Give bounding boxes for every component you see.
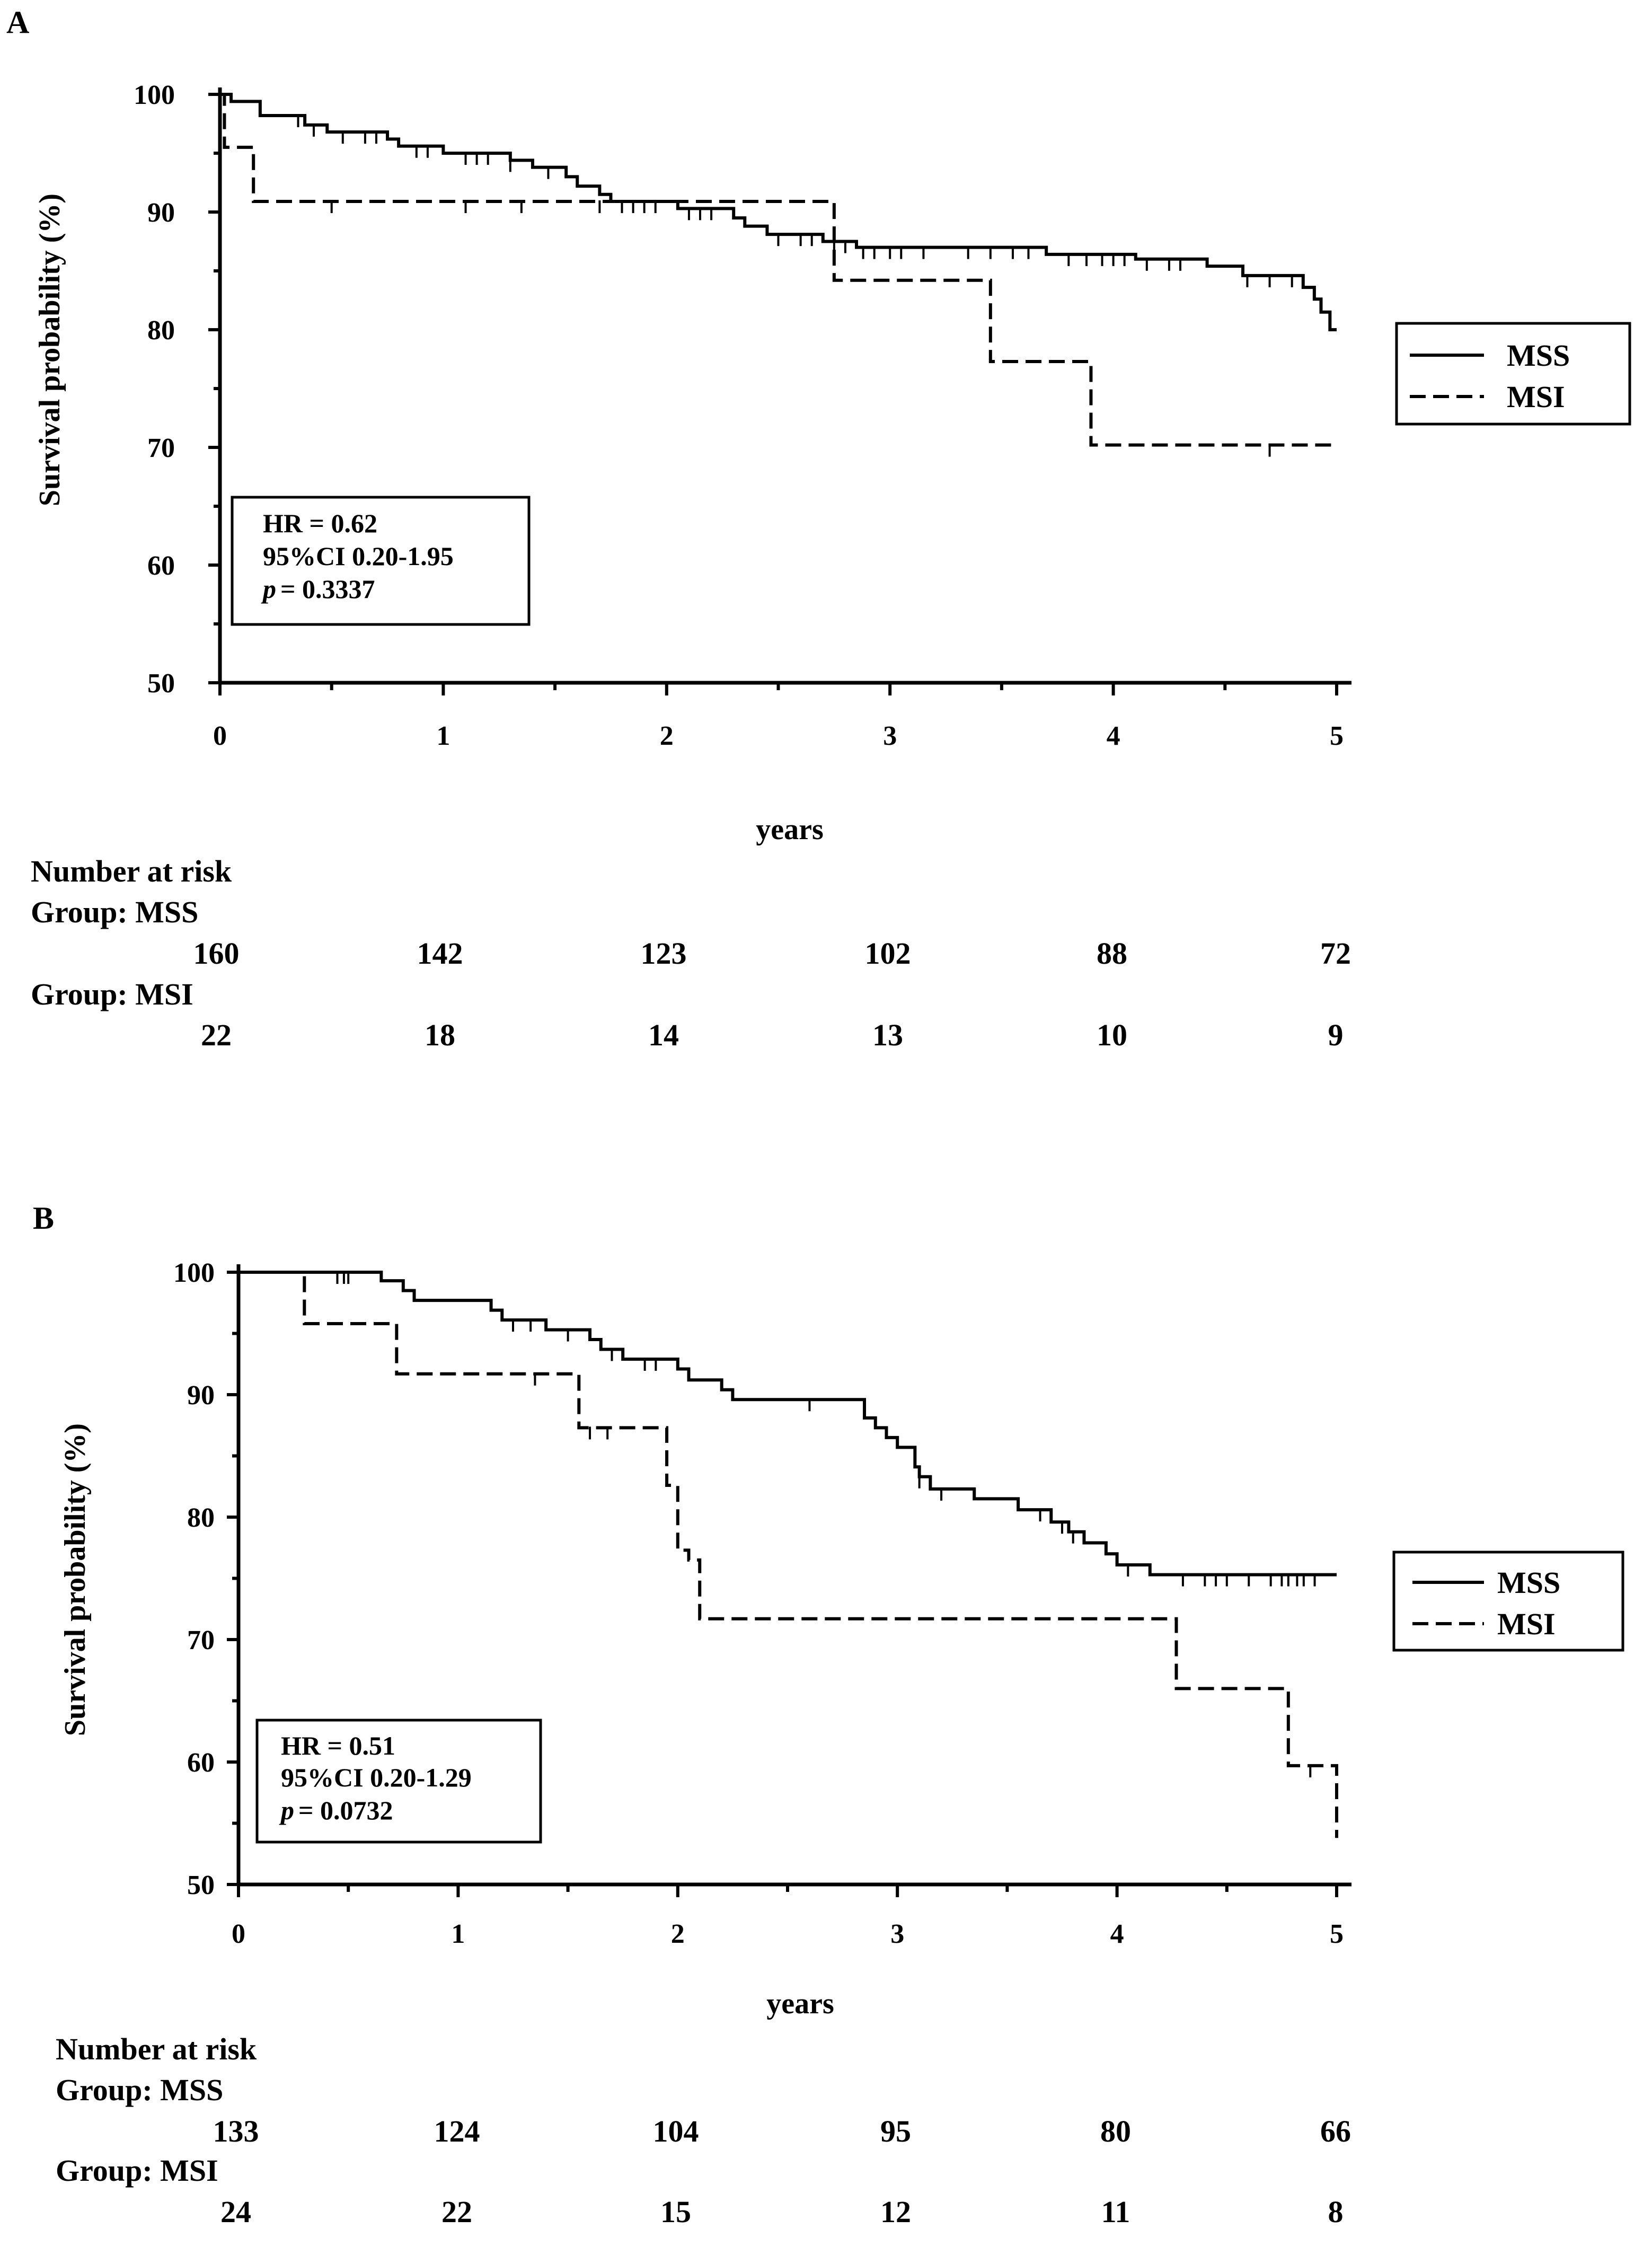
x-tick-label: 2 (671, 1919, 685, 1949)
y-axis-title: Survival probability (%) (59, 1423, 92, 1736)
curve-msi (220, 93, 1337, 447)
curve-mss (220, 93, 1337, 331)
panel-label: B (33, 1201, 54, 1236)
x-axis-title: years (756, 813, 824, 846)
y-tick-label: 60 (187, 1748, 215, 1778)
y-tick-label: 100 (134, 80, 175, 110)
legend-label-msi: MSI (1497, 1607, 1556, 1641)
risk-count: 88 (1097, 936, 1127, 971)
x-tick-label: 1 (451, 1919, 465, 1949)
risk-row-msi: 24 22 15 12 11 8 (220, 2195, 1344, 2229)
x-tick-label: 3 (890, 1919, 904, 1949)
p-value: p = 0.3337 (261, 574, 375, 604)
risk-count: 102 (865, 936, 911, 971)
risk-group-label-mss: Group: MSS (31, 895, 198, 929)
risk-count: 22 (441, 2195, 472, 2229)
hazard-ratio: HR = 0.62 (263, 508, 377, 538)
risk-count: 80 (1100, 2114, 1131, 2148)
risk-count: 24 (220, 2195, 251, 2229)
plot-marks (208, 87, 1351, 695)
y-tick-label: 50 (147, 668, 175, 699)
legend-label-mss: MSS (1497, 1565, 1560, 1600)
x-tick-labels: 0 1 2 3 4 5 (213, 721, 1344, 751)
risk-group-label-msi: Group: MSI (31, 977, 193, 1011)
legend-label-msi: MSI (1507, 380, 1565, 414)
p-number: = 0.0732 (298, 1795, 393, 1825)
y-tick-label: 70 (187, 1625, 215, 1655)
panel-a: A Survival probability (%) years 50 60 7… (6, 5, 1631, 1052)
risk-row-msi: 22 18 14 13 10 9 (201, 1018, 1344, 1052)
risk-count: 13 (872, 1018, 903, 1052)
y-tick-labels: 50 60 70 80 90 100 (134, 80, 175, 699)
risk-count: 8 (1328, 2195, 1344, 2229)
y-tick-label: 80 (147, 315, 175, 346)
risk-count: 95 (880, 2114, 911, 2148)
y-tick-label: 80 (187, 1503, 215, 1533)
risk-count: 15 (660, 2195, 691, 2229)
risk-group-label-mss: Group: MSS (56, 2073, 223, 2107)
y-tick-label: 50 (187, 1870, 215, 1900)
p-symbol: p (261, 574, 276, 604)
x-axis-title: years (766, 1987, 834, 2020)
risk-count: 14 (648, 1018, 679, 1052)
y-tick-labels: 50 60 70 80 90 100 (173, 1258, 215, 1900)
panel-label: A (6, 5, 29, 40)
confidence-interval: 95%CI 0.20-1.29 (281, 1763, 472, 1792)
y-axis-title: Survival probability (%) (33, 193, 66, 506)
curve-mss (238, 1271, 1337, 1576)
risk-count: 22 (201, 1018, 232, 1052)
panel-b: B Survival probability (%) years 50 60 7… (33, 1201, 1624, 2229)
risk-count: 12 (880, 2195, 911, 2229)
x-tick-label: 5 (1330, 1919, 1344, 1949)
y-tick-label: 90 (147, 198, 175, 228)
plot-marks (227, 1264, 1351, 1897)
stats-box (231, 496, 531, 626)
risk-count: 66 (1320, 2114, 1351, 2148)
x-tick-label: 5 (1330, 721, 1344, 751)
risk-count: 72 (1320, 936, 1351, 971)
y-tick-label: 100 (173, 1258, 215, 1288)
y-tick-label: 90 (187, 1380, 215, 1411)
risk-count: 160 (193, 936, 240, 971)
x-tick-labels: 0 1 2 3 4 5 (232, 1919, 1344, 1949)
risk-row-mss: 160 142 123 102 88 72 (193, 936, 1351, 971)
x-tick-label: 0 (232, 1919, 245, 1949)
risk-count: 10 (1097, 1018, 1127, 1052)
y-tick-label: 60 (147, 551, 175, 581)
x-tick-label: 3 (883, 721, 897, 751)
confidence-interval: 95%CI 0.20-1.95 (263, 541, 454, 571)
curve-msi (238, 1271, 1338, 1838)
stats-box (255, 1719, 542, 1844)
p-number: = 0.3337 (280, 574, 375, 604)
legend (1395, 322, 1631, 426)
risk-count: 18 (425, 1018, 455, 1052)
x-tick-label: 4 (1110, 1919, 1124, 1949)
y-tick-label: 70 (147, 433, 175, 463)
x-tick-label: 0 (213, 721, 227, 751)
risk-group-label-msi: Group: MSI (56, 2153, 218, 2188)
hazard-ratio: HR = 0.51 (281, 1731, 395, 1760)
risk-count: 9 (1328, 1018, 1344, 1052)
x-tick-label: 2 (660, 721, 674, 751)
risk-count: 123 (641, 936, 687, 971)
risk-table-title: Number at risk (56, 2032, 257, 2066)
risk-row-mss: 133 124 104 95 80 66 (213, 2114, 1351, 2148)
risk-count: 104 (653, 2114, 699, 2148)
risk-table-title: Number at risk (31, 854, 232, 888)
p-symbol: p (279, 1795, 294, 1825)
risk-count: 11 (1101, 2195, 1130, 2229)
p-value: p = 0.0732 (279, 1795, 393, 1825)
risk-count: 124 (434, 2114, 480, 2148)
legend (1392, 1551, 1624, 1652)
risk-count: 142 (417, 936, 463, 971)
x-tick-label: 4 (1107, 721, 1120, 751)
legend-label-mss: MSS (1507, 338, 1570, 373)
risk-count: 133 (213, 2114, 259, 2148)
x-tick-label: 1 (436, 721, 450, 751)
